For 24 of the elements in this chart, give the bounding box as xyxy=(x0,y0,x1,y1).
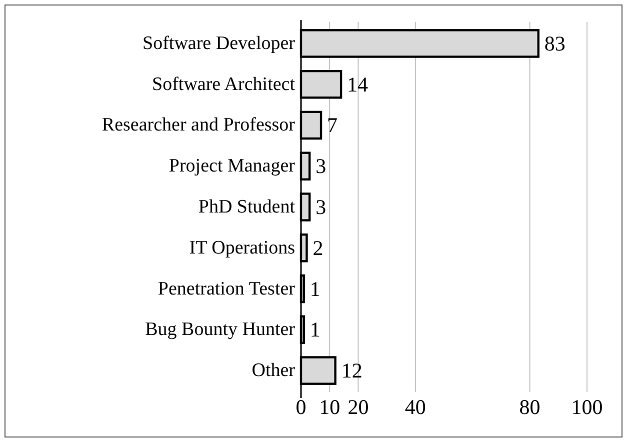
x-tick-label: 20 xyxy=(348,395,369,419)
y-tick-label: Penetration Tester xyxy=(158,278,296,300)
y-tick-label: Software Developer xyxy=(142,32,296,54)
x-tick-label: 0 xyxy=(296,395,306,419)
x-tick-label: 10 xyxy=(319,395,340,419)
y-tick-label: Project Manager xyxy=(168,156,296,177)
y-tick-label: Software Architect xyxy=(152,74,296,95)
data-label: 1 xyxy=(310,276,320,301)
y-tick-label: IT Operations xyxy=(189,237,295,258)
data-label: 3 xyxy=(316,195,326,219)
data-label: 1 xyxy=(310,318,320,342)
data-label: 2 xyxy=(312,236,324,260)
data-label: 3 xyxy=(316,154,326,178)
data-label: 14 xyxy=(347,72,369,96)
data-label: 12 xyxy=(341,358,362,383)
data-label: 83 xyxy=(544,31,566,56)
y-tick-label: Other xyxy=(252,360,296,382)
y-tick-label: Researcher and Professor xyxy=(102,114,296,136)
x-tick-label: 100 xyxy=(571,395,603,419)
data-label: 7 xyxy=(327,113,338,138)
y-tick-label: PhD Student xyxy=(198,196,296,218)
y-tick-label: Bug Bounty Hunter xyxy=(145,319,296,340)
x-tick-label: 80 xyxy=(519,395,540,419)
x-tick-label: 40 xyxy=(404,395,426,419)
